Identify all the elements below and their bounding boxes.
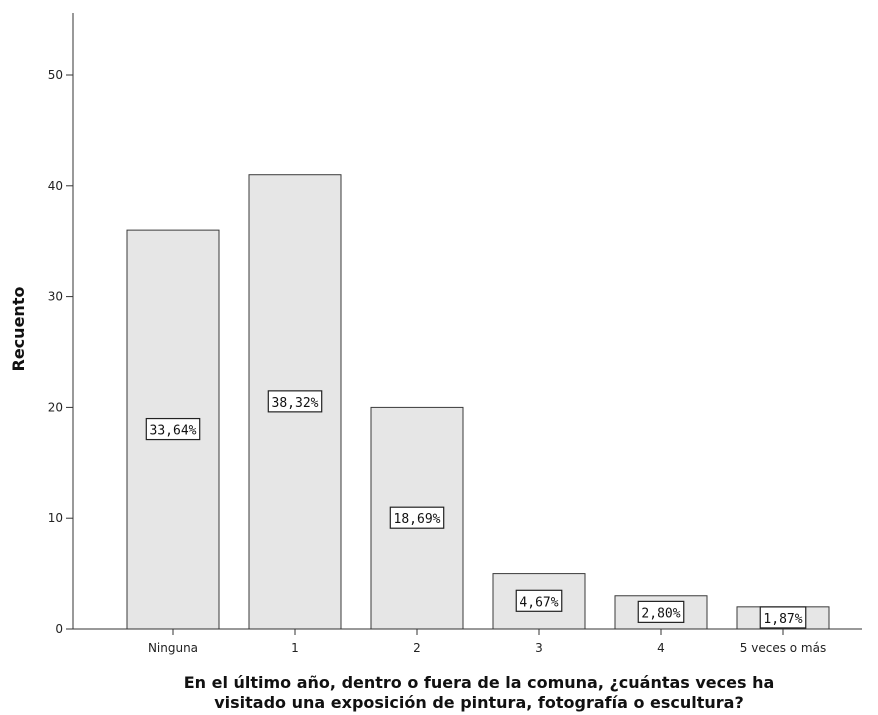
data-label-box-4 xyxy=(637,600,685,623)
data-label-text-3: 4,67% xyxy=(519,595,558,610)
x-tick-label-2: 2 xyxy=(413,641,421,655)
data-label-text-0: 33,64% xyxy=(150,424,197,439)
data-label-1: 38,32% xyxy=(267,390,323,413)
data-label-text-2: 18,69% xyxy=(394,512,441,527)
x-tick-label-4: 4 xyxy=(657,641,665,655)
y-tick-label-0: 0 xyxy=(55,622,63,636)
y-tick-label-20: 20 xyxy=(48,400,63,414)
data-label-box-2 xyxy=(389,506,445,529)
x-tick-label-5: 5 veces o más xyxy=(740,641,826,655)
data-label-0: 33,64% xyxy=(145,417,201,441)
data-label-box-3 xyxy=(515,589,563,612)
y-tick-label-10: 10 xyxy=(48,511,63,525)
data-label-text-1: 38,32% xyxy=(272,396,319,411)
data-label-box-0 xyxy=(145,417,201,441)
x-axis: Ninguna 1 2 3 4 5 veces o más xyxy=(66,628,862,655)
data-label-text-5: 1,87% xyxy=(763,612,802,627)
data-label-4: 2,80% xyxy=(637,600,685,623)
bars: 33,64% 38,32% 18,69% 4,67% 2,80% 1,87% xyxy=(126,174,830,630)
data-label-3: 4,67% xyxy=(515,589,563,612)
data-label-box-1 xyxy=(267,390,323,413)
y-tick-label-50: 50 xyxy=(48,68,63,82)
y-tick-label-40: 40 xyxy=(48,179,63,193)
x-axis-title-line-1: En el último año, dentro o fuera de la c… xyxy=(184,673,775,692)
x-tick-label-1: 1 xyxy=(291,641,299,655)
x-axis-title-line-2: visitado una exposición de pintura, foto… xyxy=(214,693,744,712)
x-tick-label-3: 3 xyxy=(535,641,543,655)
y-tick-label-30: 30 xyxy=(48,290,63,304)
data-label-5: 1,87% xyxy=(759,606,807,629)
x-tick-label-0: Ninguna xyxy=(148,641,198,655)
data-label-box-5 xyxy=(759,606,807,629)
y-axis-title: Recuento xyxy=(9,287,28,372)
data-label-text-4: 2,80% xyxy=(641,606,680,621)
data-label-2: 18,69% xyxy=(389,506,445,529)
y-axis: 0 10 20 30 40 50 xyxy=(48,13,74,636)
